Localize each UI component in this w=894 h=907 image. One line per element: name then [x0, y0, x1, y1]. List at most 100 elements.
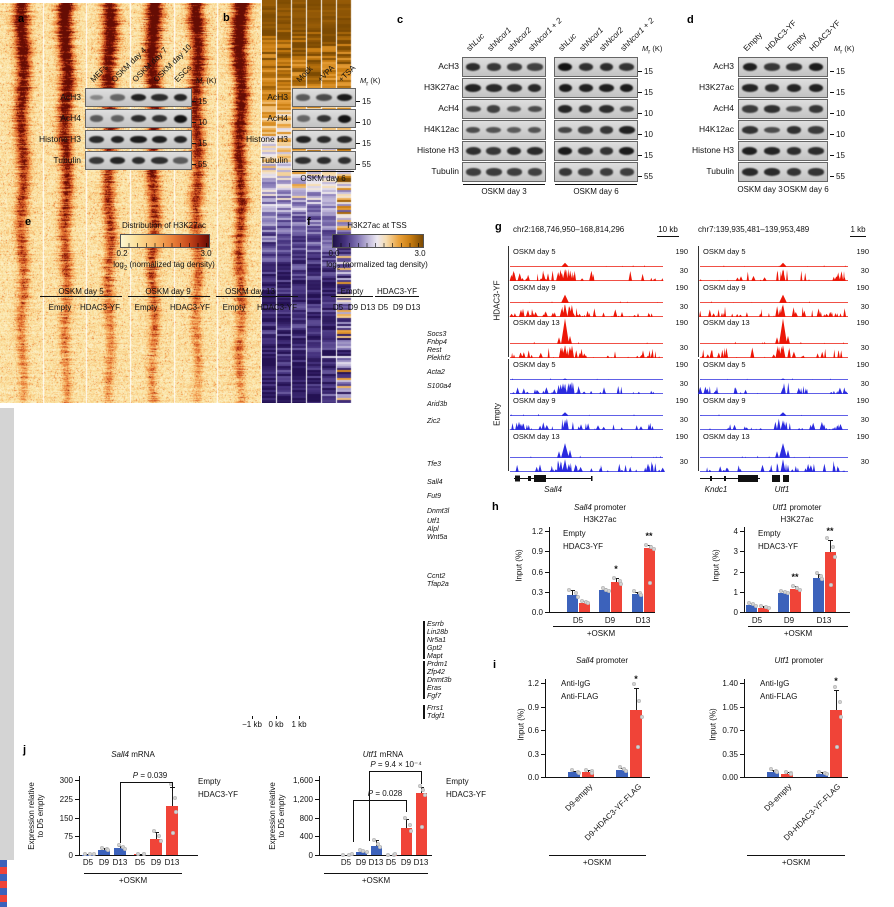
bar — [415, 792, 427, 855]
marker-tick — [830, 71, 834, 72]
protein-band — [763, 126, 781, 134]
blot-row-label: H4K12ac — [424, 124, 459, 134]
protein-band — [807, 126, 825, 134]
bar — [166, 805, 178, 855]
y-tick-label: 1 — [733, 587, 738, 597]
y-axis-title: Expression relative to D5 empty — [268, 782, 286, 850]
track-scale-value: 30 — [679, 379, 688, 388]
scale-bar — [850, 236, 866, 237]
colorbar-units: log2 (normalized tag density) — [113, 260, 215, 272]
protein-band — [89, 135, 104, 144]
protein-band — [485, 168, 502, 176]
f-gene-label: Fgf7 — [427, 693, 442, 700]
mw-marker: 15 — [198, 139, 207, 148]
protein-band — [786, 84, 802, 92]
track-scale-value: 190 — [856, 360, 869, 369]
data-point — [579, 598, 584, 603]
blot-row-label: Histone H3 — [245, 133, 288, 144]
protein-band — [763, 168, 781, 176]
scale-bar — [657, 236, 679, 237]
marker-tick — [356, 122, 360, 123]
bar — [355, 851, 367, 855]
f-heatmap — [262, 0, 352, 403]
blot-strip — [85, 130, 192, 149]
track-signal — [699, 304, 848, 317]
legend-swatch — [0, 881, 7, 888]
mw-header: Mr (K) — [360, 76, 381, 88]
footer-line — [553, 626, 650, 627]
protein-band — [558, 84, 572, 92]
blot-strip — [554, 99, 638, 119]
significance-mark: * — [614, 564, 618, 575]
bar — [630, 709, 642, 777]
protein-band — [130, 135, 147, 144]
f-gene-label: Alpl — [427, 526, 439, 533]
blot-row-label: AcH4 — [438, 103, 459, 113]
track-signal — [510, 443, 663, 458]
protein-band — [578, 168, 594, 176]
data-point — [814, 571, 819, 576]
track-day-label: OSKM day 13 — [513, 318, 560, 327]
signal-track-empty-day9-lo — [508, 418, 663, 430]
signal-track-hdac3yf-day5-lo — [509, 268, 664, 281]
bar — [400, 828, 412, 855]
legend-label: Anti-FLAG — [760, 692, 798, 701]
data-point — [775, 770, 780, 775]
y-tick-label: 75 — [64, 832, 73, 842]
f-gene-label: Dnmt3l — [427, 508, 450, 515]
f-gene-label: Tfe3 — [427, 461, 442, 468]
e-group-header: OSKM day 9 — [145, 287, 191, 296]
f-gene-label: Socs3 — [427, 331, 447, 338]
bar — [643, 547, 655, 612]
y-tick-label: 1.40 — [722, 679, 738, 688]
mw-marker: 15 — [362, 97, 371, 106]
track-scale-value: 190 — [856, 283, 869, 292]
x-tick-label: D13 — [368, 858, 384, 867]
f-gene-label: Esrrb — [427, 621, 444, 628]
blot-strip — [462, 57, 546, 77]
f-gene-label: S100a4 — [427, 383, 452, 390]
x-tick-label: D5 — [751, 616, 763, 625]
y-tick-label: 1.05 — [722, 702, 738, 712]
y-tick — [545, 591, 549, 593]
y-tick — [541, 730, 545, 731]
y-tick-label: 400 — [299, 832, 313, 842]
protein-band — [558, 147, 573, 155]
protein-band — [599, 168, 613, 176]
marker-tick — [356, 164, 360, 165]
marker-tick — [356, 143, 360, 144]
y-tick — [545, 551, 549, 553]
blot-row-label: Tubulin — [260, 154, 288, 165]
error-cap — [373, 840, 379, 842]
error-bar — [773, 769, 774, 772]
marker-tick — [192, 143, 196, 144]
protein-band — [741, 126, 758, 134]
signal-track-empty-day5-lo — [509, 381, 663, 394]
y-tick-label: 2 — [733, 567, 738, 577]
condition-footer: +OSKM — [781, 858, 811, 867]
y-tick — [740, 551, 744, 553]
track-scale-value: 30 — [679, 343, 688, 352]
blot-strip — [292, 88, 356, 107]
blot-strip — [738, 99, 828, 119]
data-point — [142, 852, 147, 857]
data-point — [376, 841, 381, 846]
track-signal — [509, 268, 664, 281]
x-tick-label: D5 — [572, 616, 584, 625]
y-tick — [740, 753, 744, 755]
error-cap — [646, 545, 652, 547]
y-tick — [75, 855, 79, 856]
protein-band — [786, 126, 802, 134]
blot-strip — [554, 141, 638, 161]
footer-line — [324, 873, 428, 874]
mw-marker: 55 — [644, 172, 653, 181]
protein-band — [296, 135, 311, 144]
mw-marker: 15 — [836, 67, 845, 76]
y-tick-label: 1,200 — [292, 794, 313, 804]
f-gene-label: Plekhf2 — [427, 355, 451, 362]
data-point — [639, 715, 644, 720]
protein-band — [130, 114, 147, 123]
protein-band — [506, 84, 522, 92]
error-cap — [388, 854, 394, 856]
chart-title: Sall4 promoter — [573, 503, 627, 512]
